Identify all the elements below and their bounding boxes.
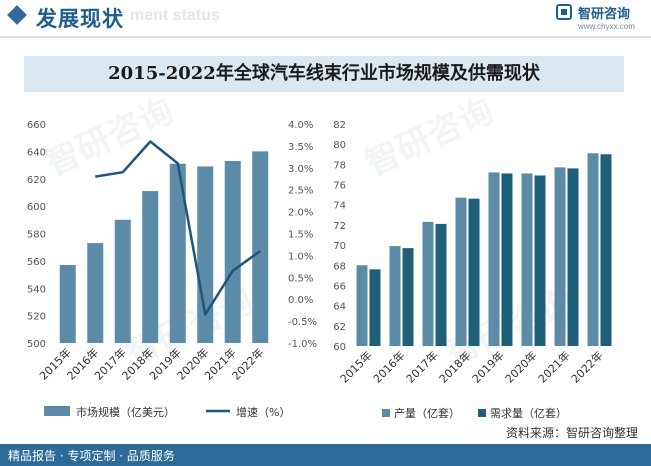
y-tick-label: 82: [333, 120, 346, 131]
y-right-tick-label: 2.5%: [288, 186, 313, 197]
y-tick-label: 70: [333, 241, 346, 252]
demand-bar: [600, 154, 612, 346]
demand-bar: [501, 173, 513, 346]
growth-rate-line: [95, 140, 262, 316]
logo-url: www.chyxx.com: [578, 22, 635, 31]
x-tick-label: 2021年: [535, 348, 572, 385]
diamond-icon: [7, 5, 27, 25]
section-subtitle: ment status: [130, 7, 220, 24]
demand-bar: [468, 198, 480, 346]
logo-text: 智研咨询: [578, 7, 631, 22]
market-size-bar: [169, 163, 186, 343]
y-tick-label: 68: [333, 261, 346, 272]
market-size-bar: [87, 243, 104, 343]
y-tick-label: 72: [333, 221, 346, 232]
y-right-tick-label: -1.0%: [288, 339, 317, 350]
footer-bar: 精品报告 · 专项定制 · 品质服务: [0, 444, 651, 466]
market-size-bar: [224, 160, 241, 343]
y-left-tick-label: 600: [27, 202, 46, 213]
market-size-bar: [114, 219, 131, 343]
market-size-bar: [142, 191, 159, 343]
legend-label-market-size: 市场规模（亿美元）: [76, 405, 175, 419]
y-tick-label: 76: [333, 181, 346, 192]
y-tick-label: 74: [333, 201, 346, 212]
demand-bar: [369, 269, 381, 346]
page-header: 发展现状 ment status 智研咨询 www.chyxx.com: [0, 0, 651, 36]
market-size-chart: 500 520 540 560 580 600 620 640 660 -1.0% -0.5% 0.0…: [27, 120, 317, 419]
supply-bar: [455, 197, 467, 346]
y-right-tick-label: 1.5%: [288, 230, 313, 241]
x-tick-label: 2022年: [568, 348, 605, 385]
y-left-tick-label: 500: [27, 339, 46, 350]
x-tick-label: 2017年: [403, 348, 440, 385]
data-source: 资料来源：智研咨询整理: [506, 426, 639, 440]
x-tick-label: 2016年: [370, 348, 407, 385]
y-tick-label: 66: [333, 281, 346, 292]
supply-bar: [422, 221, 434, 346]
y-left-tick-label: 520: [27, 312, 46, 323]
header-divider: [0, 36, 651, 38]
demand-bar: [435, 223, 447, 346]
y-left-tick-label: 540: [27, 284, 46, 295]
footer-slogan: 精品报告 · 专项定制 · 品质服务: [8, 449, 175, 463]
chart-title: 2015-2022年全球汽车线束行业市场规模及供需现状: [108, 63, 540, 84]
y-right-tick-label: 0.0%: [288, 295, 313, 306]
supply-demand-chart: 6062646668707274767880822015年2016年2017年2…: [333, 120, 612, 420]
supply-bar: [554, 167, 566, 346]
supply-bar: [488, 172, 500, 346]
x-tick-label: 2018年: [436, 348, 473, 385]
market-size-bar: [197, 166, 214, 343]
market-size-bar: [252, 151, 269, 343]
y-tick-label: 78: [333, 160, 346, 171]
y-right-tick-label: 4.0%: [288, 120, 313, 131]
supply-bar: [587, 153, 599, 346]
supply-bar: [389, 246, 401, 346]
demand-bar: [402, 248, 414, 346]
market-size-bar: [59, 264, 76, 343]
supply-bar: [521, 173, 533, 346]
demand-bar: [534, 175, 546, 346]
legend-swatch-demand: [478, 409, 486, 417]
y-left-tick-label: 560: [27, 257, 46, 268]
y-right-tick-label: 0.5%: [288, 273, 313, 284]
supply-bar: [356, 265, 368, 346]
legend-label-growth: 增速（%）: [236, 405, 290, 419]
x-tick-label: 2019年: [469, 348, 506, 385]
legend-label-demand: 需求量（亿套）: [490, 407, 567, 420]
y-left-tick-label: 660: [27, 120, 46, 131]
logo-icon: [556, 4, 572, 20]
legend-label-supply: 产量（亿套）: [394, 406, 460, 420]
y-left-tick-label: 580: [27, 230, 46, 241]
chart-title-banner: 2015-2022年全球汽车线束行业市场规模及供需现状: [24, 56, 624, 92]
y-right-tick-label: 1.0%: [288, 251, 313, 262]
y-right-tick-label: -0.5%: [288, 317, 317, 328]
demand-bar: [567, 168, 579, 346]
y-right-tick-label: 2.0%: [288, 208, 313, 219]
y-right-tick-label: 3.5%: [288, 142, 313, 153]
y-tick-label: 64: [333, 302, 346, 313]
x-tick-label: 2020年: [502, 348, 539, 385]
section-title: 发展现状: [36, 7, 124, 31]
legend-swatch-market-size: [44, 406, 70, 416]
y-tick-label: 60: [333, 342, 346, 353]
x-tick-label: 2015年: [337, 348, 374, 385]
y-right-tick-label: 3.0%: [288, 164, 313, 175]
y-tick-label: 80: [333, 140, 346, 151]
y-left-tick-label: 640: [27, 147, 46, 158]
y-left-tick-label: 620: [27, 175, 46, 186]
y-tick-label: 62: [333, 322, 346, 333]
legend-swatch-supply: [382, 409, 390, 417]
